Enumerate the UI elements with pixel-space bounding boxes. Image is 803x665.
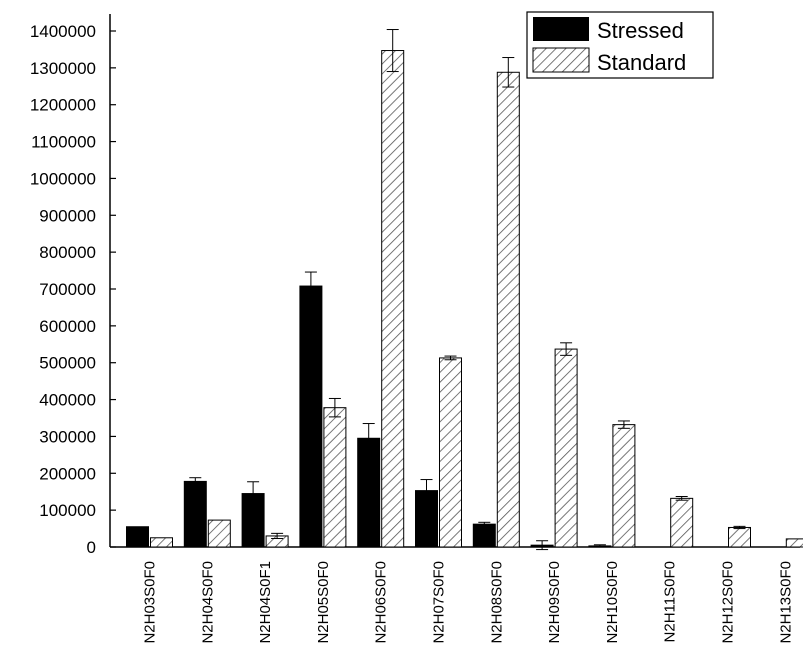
category-label: N2H10S0F0 bbox=[604, 561, 621, 644]
category-label: N2H11S0F0 bbox=[662, 561, 679, 642]
bar-standard bbox=[151, 538, 173, 547]
axis-labels: 0 100000 200000 300000 400000 500000 600000 700… bbox=[30, 22, 794, 644]
y-tick-label: 100000 bbox=[39, 501, 96, 520]
legend: Stressed Standard bbox=[527, 12, 713, 78]
bars bbox=[127, 30, 803, 550]
y-tick-label: 1400000 bbox=[30, 22, 96, 41]
bar-standard bbox=[497, 72, 519, 547]
legend-swatch-stressed bbox=[533, 17, 589, 41]
category-label: N2H13S0F0 bbox=[777, 561, 794, 644]
legend-swatch-standard bbox=[533, 48, 589, 72]
bar-stressed bbox=[184, 481, 206, 547]
bar-standard bbox=[671, 498, 693, 547]
bar-standard bbox=[613, 425, 635, 547]
category-label: N2H04S0F0 bbox=[199, 561, 216, 644]
bar-standard bbox=[786, 539, 803, 547]
y-tick-label: 300000 bbox=[39, 427, 96, 446]
bar-stressed bbox=[358, 438, 380, 547]
bar-standard bbox=[382, 51, 404, 547]
y-tick-label: 900000 bbox=[39, 206, 96, 225]
legend-label-stressed: Stressed bbox=[597, 18, 684, 43]
category-label: N2H07S0F0 bbox=[431, 561, 448, 644]
bar-stressed bbox=[473, 524, 495, 547]
category-label: N2H08S0F0 bbox=[488, 561, 505, 644]
y-tick-label: 600000 bbox=[39, 317, 96, 336]
category-label: N2H09S0F0 bbox=[546, 561, 563, 644]
y-tick-label: 1000000 bbox=[30, 169, 96, 188]
y-tick-label: 400000 bbox=[39, 391, 96, 410]
bar-stressed bbox=[300, 286, 322, 547]
y-tick-label: 0 bbox=[87, 538, 96, 557]
bar-standard bbox=[208, 520, 230, 547]
bar-standard bbox=[555, 349, 577, 547]
bar-standard bbox=[440, 358, 462, 547]
y-tick-label: 1200000 bbox=[30, 96, 96, 115]
category-label: N2H03S0F0 bbox=[142, 561, 159, 644]
category-label: N2H12S0F0 bbox=[720, 561, 737, 644]
bar-standard bbox=[324, 408, 346, 547]
y-tick-label: 500000 bbox=[39, 354, 96, 373]
category-label: N2H06S0F0 bbox=[373, 561, 390, 644]
y-tick-label: 1300000 bbox=[30, 59, 96, 78]
y-tick-label: 200000 bbox=[39, 464, 96, 483]
legend-label-standard: Standard bbox=[597, 50, 686, 75]
bar-stressed bbox=[127, 527, 149, 547]
y-tick-label: 700000 bbox=[39, 280, 96, 299]
category-label: N2H05S0F0 bbox=[315, 561, 332, 644]
bar-standard bbox=[729, 527, 751, 547]
y-tick-label: 800000 bbox=[39, 243, 96, 262]
category-label: N2H04S0F1 bbox=[257, 561, 274, 644]
y-tick-label: 1100000 bbox=[31, 133, 96, 152]
